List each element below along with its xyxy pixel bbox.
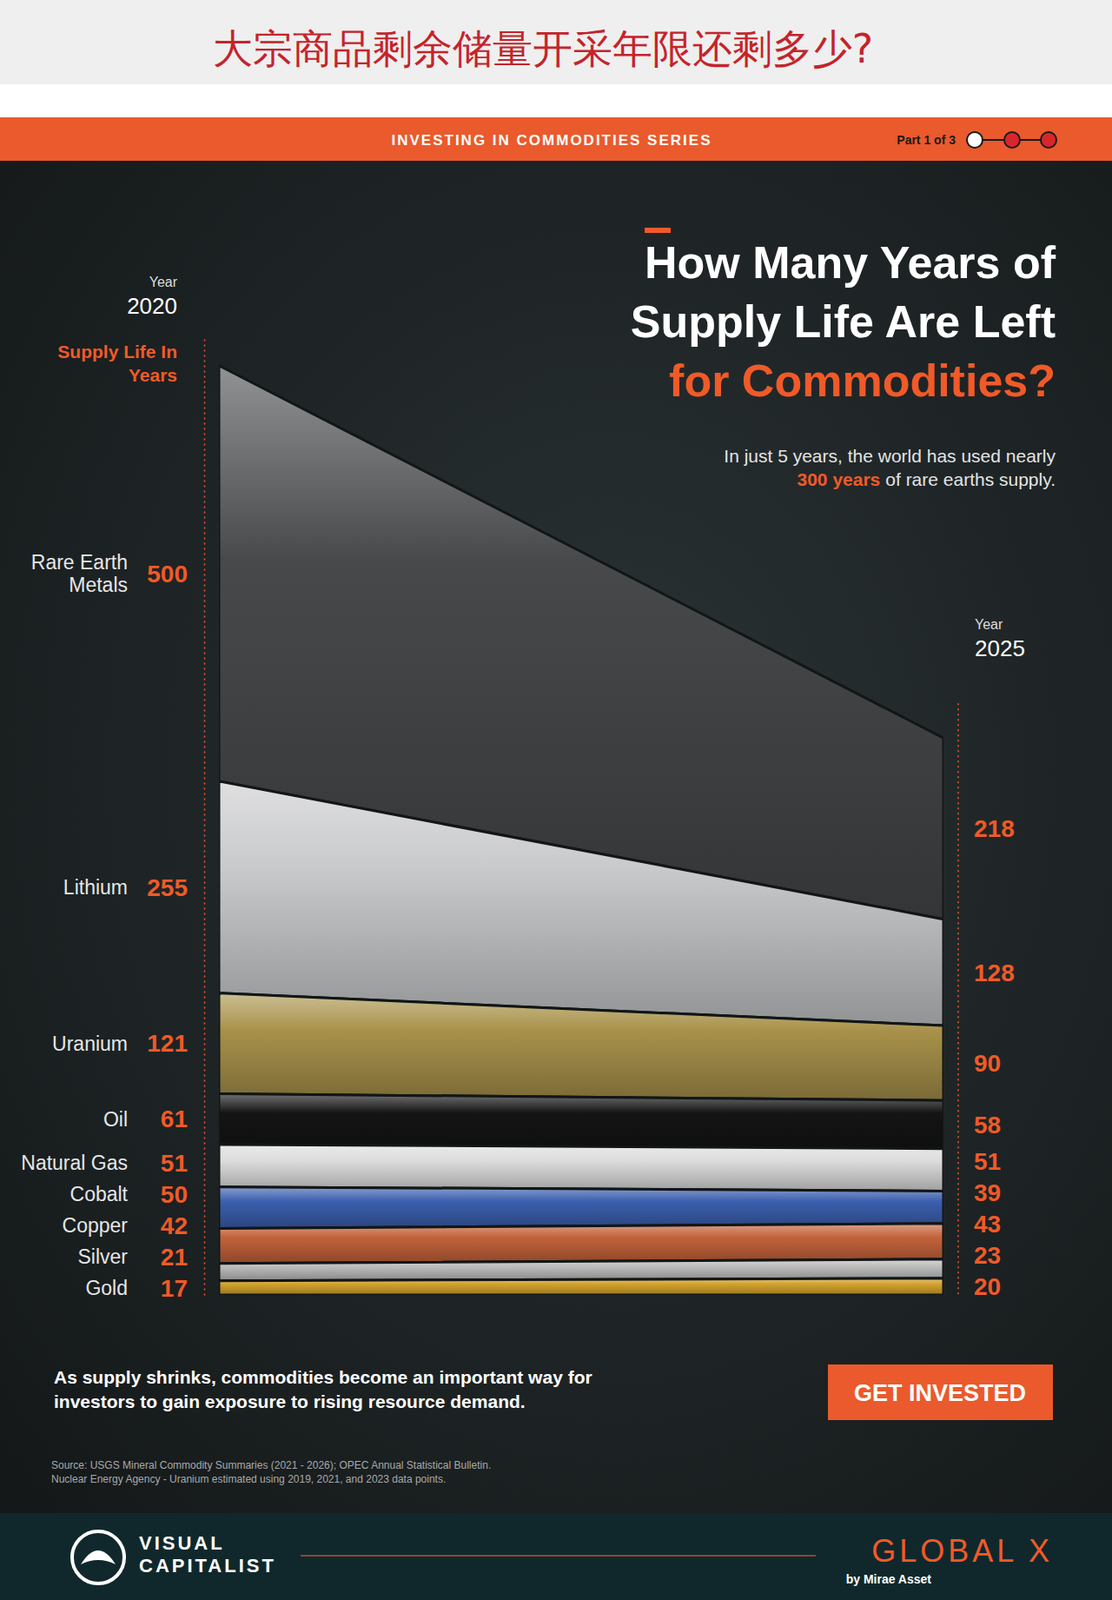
text-line: Copper	[62, 1213, 129, 1237]
brand-icon	[80, 1549, 116, 1564]
brand-right-sub: by Mirae Asset	[846, 1571, 933, 1586]
text-line: Metals	[68, 573, 128, 596]
part-dot	[966, 132, 983, 148]
text-line: VISUAL	[139, 1531, 226, 1554]
commodity-band	[218, 1144, 944, 1192]
footer-band	[0, 1512, 1112, 1600]
y-axis-line	[204, 339, 206, 1296]
data-label: 51	[973, 1147, 1001, 1175]
canvas: 大宗商品剩余储量开采年限还剩多少? INVESTING IN COMMODITIE…	[0, 0, 1112, 1600]
title-dash	[644, 227, 671, 233]
data-label: 218	[973, 814, 1015, 842]
year-label: Year	[974, 616, 1004, 632]
part-indicator: Part 1 of 3	[896, 132, 956, 147]
part-dot	[1004, 132, 1020, 148]
commodity-band	[218, 1093, 944, 1149]
source-note: Source: USGS Mineral Commodity Summaries…	[51, 1458, 491, 1471]
text-line: Gold	[85, 1276, 128, 1299]
category-label: Rare EarthMetals	[31, 550, 128, 596]
text-line: Lithium	[63, 875, 128, 899]
data-label: 23	[973, 1241, 1001, 1269]
text-line: Rare Earth	[31, 550, 128, 574]
y-axis	[204, 339, 206, 1296]
data-label: 21	[160, 1243, 188, 1271]
text-line: for Commodities?	[668, 355, 1056, 406]
data-label: 121	[146, 1029, 188, 1057]
text-line: Years	[128, 364, 178, 385]
subtitle: 300 yearsof rare earths supply.	[797, 469, 1056, 490]
data-label: 500	[146, 560, 188, 588]
data-label: 255	[146, 873, 188, 901]
series-banner: INVESTING IN COMMODITIES SERIES	[391, 132, 713, 149]
footer-rule	[300, 1554, 816, 1556]
commodity-band	[218, 1186, 944, 1229]
chart-title: How Many Years of Supply Life Are Left	[630, 237, 1057, 347]
text-line: Uranium	[52, 1032, 128, 1055]
data-label: 42	[160, 1211, 188, 1239]
text-line: Natural Gas	[20, 1151, 128, 1174]
category-label: Cobalt	[70, 1182, 129, 1205]
category-label: Natural Gas	[20, 1151, 128, 1174]
chart-title: for Commodities?	[668, 355, 1056, 406]
subtitle: In just 5 years, the world has used near…	[723, 445, 1056, 466]
data-label: 58	[973, 1111, 1001, 1139]
subtitle-part: of rare earths supply.	[885, 469, 1056, 490]
text-line: Oil	[103, 1107, 128, 1131]
brand-right: GLOBAL X	[871, 1532, 1053, 1569]
data-label: 17	[160, 1274, 188, 1302]
page-title: 大宗商品剩余储量开采年限还剩多少?	[212, 25, 874, 73]
category-label: Uranium	[52, 1032, 128, 1055]
right-guide	[957, 702, 960, 1295]
y-axis-title: Supply Life InYears	[57, 341, 178, 385]
header-gap	[0, 84, 1112, 118]
category-label: Lithium	[63, 875, 128, 899]
year-head: 2025	[974, 635, 1026, 662]
header-band	[0, 0, 1112, 85]
data-label: 61	[160, 1105, 188, 1132]
text-line: Cobalt	[70, 1182, 129, 1205]
year-head: 2020	[126, 292, 178, 319]
text-line: Supply Life Are Left	[630, 296, 1056, 347]
text-line: investors to gain exposure to rising res…	[53, 1390, 526, 1411]
category-label: Silver	[77, 1244, 128, 1268]
source-note: Nuclear Energy Agency - Uranium estimate…	[51, 1472, 446, 1485]
text-line: How Many Years of	[644, 237, 1057, 288]
text-line: CAPITALIST	[139, 1554, 277, 1576]
category-label: Copper	[62, 1213, 129, 1237]
part-dot	[1040, 132, 1057, 148]
brand-icon	[72, 1530, 125, 1583]
year-label: Year	[149, 274, 179, 290]
commodity-band	[218, 992, 944, 1100]
series-bar	[0, 117, 1112, 161]
data-label: 50	[160, 1180, 188, 1208]
text-line: As supply shrinks, commodities become an…	[53, 1366, 593, 1387]
data-label: 39	[973, 1178, 1001, 1206]
cta-label[interactable]: GET INVESTED	[853, 1379, 1026, 1406]
data-label: 43	[973, 1210, 1001, 1238]
background	[0, 160, 1112, 1513]
category-label: Oil	[103, 1107, 128, 1131]
page: 大宗商品剩余储量开采年限还剩多少? INVESTING IN COMMODITIE…	[0, 0, 1112, 1600]
data-label: 90	[973, 1049, 1001, 1077]
labels: Rare EarthMetals 500 Lithium 255 Uranium 121 O…	[20, 550, 1014, 1302]
text-line: Silver	[77, 1244, 128, 1268]
commodity-band	[218, 1277, 944, 1295]
cta-button[interactable]	[827, 1363, 1053, 1420]
commodity-band	[218, 781, 944, 1026]
category-label: Gold	[85, 1276, 128, 1299]
text-line: Supply Life In	[57, 341, 178, 362]
plot	[218, 365, 944, 1295]
commodity-band	[218, 1223, 944, 1264]
footer-note: As supply shrinks, commodities become an…	[53, 1366, 593, 1411]
subtitle-part: 300 years	[797, 469, 881, 490]
data-label: 128	[973, 959, 1015, 987]
data-label: 51	[160, 1149, 188, 1177]
data-label: 20	[973, 1272, 1001, 1300]
brand-left: VISUALCAPITALIST	[139, 1531, 277, 1576]
